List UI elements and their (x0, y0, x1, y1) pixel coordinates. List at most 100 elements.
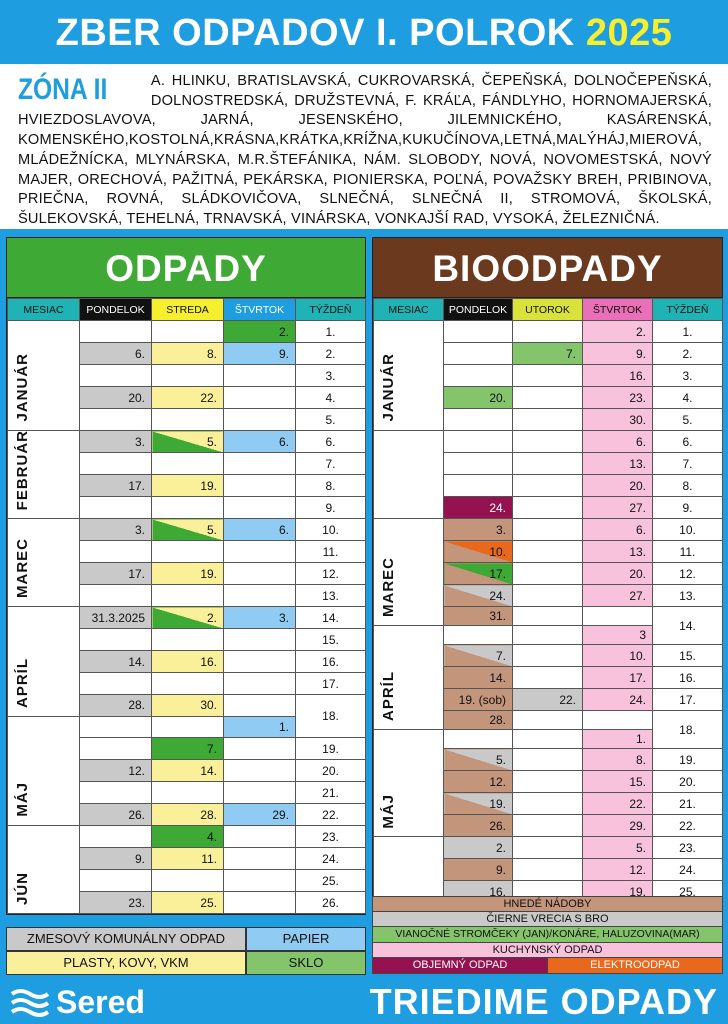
day-cell (443, 625, 513, 646)
day-cell: 5. (151, 430, 224, 453)
col-header: ŠTVRTOK (582, 298, 653, 321)
table-row: 23. 25. 26. (8, 891, 366, 914)
day-cell (151, 364, 224, 387)
week-cell: 4. (652, 386, 723, 409)
week-cell: 8. (295, 474, 366, 497)
table-row: 26. 28. 29. 22. (8, 803, 366, 826)
zone-box: ZÓNA II A. HLINKU, BRATISLAVSKÁ, CUKROVA… (0, 64, 728, 229)
month-label: FEBRUÁR (14, 430, 31, 511)
day-cell (79, 364, 152, 387)
day-cell (512, 858, 583, 882)
month-label: MÁJ (14, 782, 31, 817)
month-label: APRÍL (380, 671, 397, 722)
day-cell: 31. (443, 605, 513, 627)
col-header: TÝŽDEŇ (652, 298, 723, 321)
week-cell: 1. (295, 320, 366, 343)
day-cell (512, 386, 583, 409)
week-cell: 19. (295, 737, 366, 760)
table-row: MÁJ 1. (7, 715, 366, 826)
table-row: APRÍL 3 (373, 625, 723, 731)
day-cell (443, 408, 513, 431)
week-cell: 23. (652, 836, 723, 860)
page-title: ZBER ODPADOV I. POLROK (55, 12, 586, 54)
day-cell (223, 562, 296, 585)
week-cell: 8. (652, 474, 723, 497)
day-cell: 12. (443, 770, 513, 794)
week-cell: 26. (295, 891, 366, 914)
day-cell: 6. (79, 342, 152, 365)
day-cell: 17. (79, 562, 152, 585)
week-cell: 3. (295, 364, 366, 387)
day-cell: 23. (79, 891, 152, 914)
waves-icon (10, 988, 50, 1017)
day-cell: 19. (151, 474, 224, 497)
week-cell: 5. (295, 408, 366, 431)
day-cell: 6. (582, 518, 653, 541)
day-cell (512, 748, 583, 772)
day-cell: 6. (582, 430, 653, 453)
table-row: 14. 17. 16. (374, 666, 723, 690)
bio-title: BIOODPADY (373, 238, 722, 298)
month-label: JANUÁR (14, 353, 31, 422)
week-cell: 21. (295, 781, 366, 804)
day-cell: 31.3.2025 (79, 606, 152, 629)
day-cell (151, 408, 224, 431)
day-cell (151, 715, 224, 738)
day-cell: 30. (151, 694, 224, 717)
table-row: 19. (sob) 22. 24. 17. (374, 688, 723, 712)
day-cell (151, 584, 224, 607)
day-cell: 26. (443, 814, 513, 838)
day-cell: 19. (sob) (443, 688, 513, 712)
day-cell: 24. (582, 688, 653, 712)
day-cell: 12. (582, 858, 653, 882)
table-row: 17. 19. 12. (8, 562, 366, 585)
day-cell: 22. (151, 386, 224, 409)
day-cell (223, 737, 296, 760)
day-cell: 28. (79, 694, 152, 717)
day-cell (223, 650, 296, 673)
table-row: 15. (8, 628, 366, 651)
day-cell: 7. (151, 737, 224, 760)
day-cell (512, 666, 583, 690)
day-cell (223, 452, 296, 475)
week-cell: 20. (652, 770, 723, 794)
table-row: 30. 5. (374, 408, 723, 431)
day-cell (512, 518, 583, 541)
table-row: MAREC 3. 5. 6. 10. (7, 518, 366, 607)
day-cell (79, 781, 152, 804)
day-cell: 3. (443, 518, 513, 541)
table-row: 5. (8, 408, 366, 431)
day-cell (443, 430, 513, 453)
day-cell (443, 474, 513, 497)
day-cell (512, 792, 583, 816)
day-cell (151, 452, 224, 475)
day-cell (223, 628, 296, 651)
footer-slogan: TRIEDIME ODPADY (369, 981, 718, 1022)
bio-legend: HNEDÉ NÁDOBY ČIERNE VRECIA S BRO VIANOČN… (372, 896, 723, 974)
day-cell (79, 408, 152, 431)
day-cell: 8. (151, 342, 224, 365)
week-cell: 4. (295, 386, 366, 409)
table-row: 6. 6. (373, 430, 723, 519)
col-header: TÝŽDEŇ (295, 298, 366, 321)
zone-title: ZÓNA II (18, 73, 108, 106)
col-header: PONDELOK (79, 298, 152, 321)
week-cell: 14. (295, 606, 366, 629)
day-cell (512, 710, 583, 731)
table-row: 7. 9. 2. (374, 342, 723, 365)
day-cell: 28. (151, 803, 224, 826)
day-cell: 15. (582, 770, 653, 794)
day-cell: 3. (223, 606, 296, 629)
week-cell: 16. (295, 650, 366, 673)
week-cell: 15. (295, 628, 366, 651)
day-cell (223, 386, 296, 409)
day-cell: 7. (512, 342, 583, 365)
table-row: 12. 15. 20. (374, 770, 723, 794)
week-cell: 6. (652, 430, 723, 453)
month-cell: JANUÁR (373, 320, 444, 431)
day-cell (151, 781, 224, 804)
day-cell: 19. (443, 792, 513, 816)
day-cell: 13. (582, 452, 653, 475)
week-cell: 13. (652, 584, 723, 607)
day-cell: 14. (443, 666, 513, 690)
